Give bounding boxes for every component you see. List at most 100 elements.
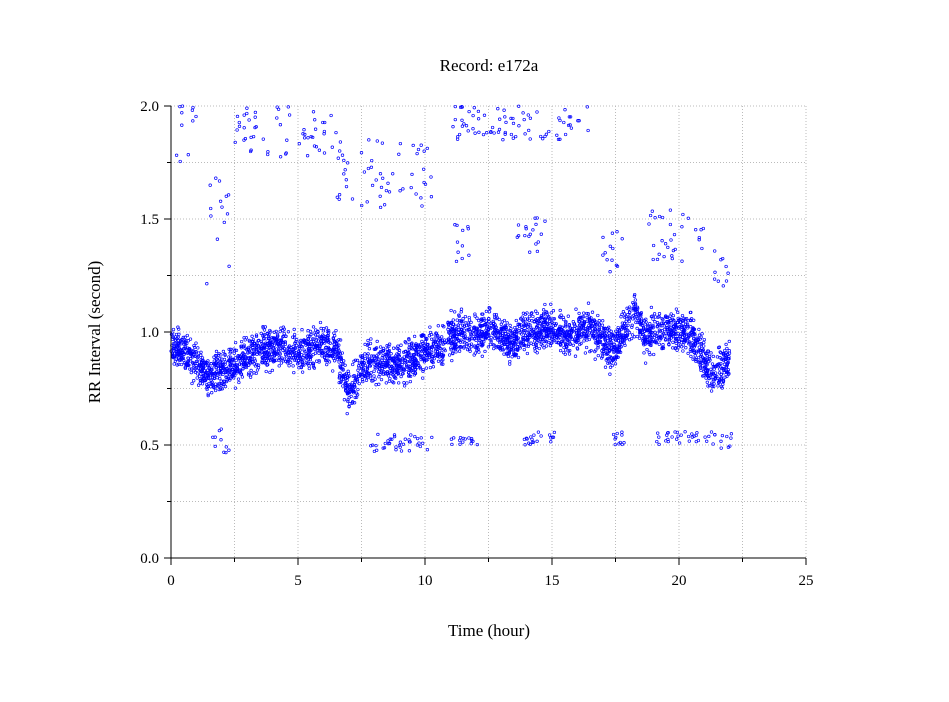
data-point xyxy=(270,368,275,373)
x-tick-label: 15 xyxy=(545,573,560,589)
data-point xyxy=(235,114,240,119)
data-point xyxy=(311,325,316,329)
data-point xyxy=(385,356,390,360)
data-point xyxy=(367,347,372,351)
data-point xyxy=(345,411,349,416)
data-point xyxy=(429,175,433,179)
data-point xyxy=(526,113,530,117)
data-point xyxy=(215,376,219,380)
data-point xyxy=(373,377,377,381)
y-axis-title: RR Interval (second) xyxy=(85,261,104,404)
data-point xyxy=(224,379,229,384)
data-point xyxy=(337,193,342,197)
data-point xyxy=(618,343,622,348)
data-point xyxy=(546,322,550,327)
data-point xyxy=(724,365,728,370)
data-point xyxy=(627,338,632,342)
data-point xyxy=(431,360,435,365)
data-point xyxy=(456,250,460,254)
data-point xyxy=(306,136,310,140)
data-point xyxy=(543,219,547,223)
data-point xyxy=(671,313,675,318)
data-point xyxy=(528,330,532,334)
data-point xyxy=(326,329,331,333)
data-point xyxy=(636,318,641,322)
data-point xyxy=(392,381,396,385)
data-point xyxy=(248,339,252,344)
data-point xyxy=(458,438,462,443)
data-point xyxy=(469,437,474,441)
data-point xyxy=(240,375,245,379)
data-point xyxy=(624,336,629,341)
data-point xyxy=(663,242,668,246)
data-point xyxy=(419,333,423,338)
data-point xyxy=(220,357,224,361)
data-point xyxy=(712,384,716,389)
data-point xyxy=(305,362,310,366)
data-point xyxy=(401,442,406,446)
data-point xyxy=(330,145,334,149)
data-point xyxy=(587,333,591,337)
data-point xyxy=(397,381,401,385)
data-point xyxy=(400,362,404,367)
data-point xyxy=(303,132,307,137)
data-point xyxy=(648,329,652,334)
data-point xyxy=(596,353,600,358)
data-point xyxy=(601,347,606,352)
data-point xyxy=(523,233,527,238)
data-point xyxy=(499,330,503,334)
data-point xyxy=(360,203,364,208)
data-point xyxy=(292,336,297,340)
data-point xyxy=(519,323,523,327)
data-point xyxy=(487,306,491,310)
data-point xyxy=(698,351,703,355)
data-point xyxy=(446,323,451,327)
data-point xyxy=(327,340,331,344)
data-point xyxy=(549,311,553,315)
data-point xyxy=(217,384,221,388)
data-point xyxy=(456,135,460,139)
data-point xyxy=(413,368,417,372)
data-point xyxy=(355,378,359,382)
data-point xyxy=(344,184,349,189)
data-point xyxy=(504,120,508,125)
data-point xyxy=(630,333,635,337)
data-point xyxy=(601,235,605,240)
data-point xyxy=(719,365,723,369)
data-point xyxy=(534,332,539,336)
data-point xyxy=(597,323,602,327)
data-point xyxy=(353,380,357,384)
data-point xyxy=(677,339,681,343)
data-point xyxy=(623,333,627,338)
data-point xyxy=(666,332,671,337)
data-point xyxy=(197,363,202,367)
data-point xyxy=(492,131,496,135)
data-point xyxy=(680,313,685,318)
data-point xyxy=(276,334,280,338)
data-point xyxy=(374,383,378,387)
data-point xyxy=(523,132,527,136)
data-point xyxy=(219,387,223,391)
data-point xyxy=(367,138,371,142)
data-point xyxy=(549,436,553,440)
data-point xyxy=(524,227,528,231)
data-point xyxy=(291,335,295,339)
data-point xyxy=(547,433,552,437)
data-point xyxy=(715,355,720,359)
data-point xyxy=(578,327,582,331)
data-point xyxy=(247,371,251,375)
data-point xyxy=(443,340,447,344)
data-point xyxy=(205,386,209,390)
data-point xyxy=(510,355,514,359)
data-point xyxy=(459,319,464,323)
data-point xyxy=(416,147,421,152)
data-point xyxy=(591,322,596,326)
data-point xyxy=(551,317,555,321)
data-point xyxy=(613,362,618,366)
data-point xyxy=(698,359,702,363)
data-point xyxy=(352,374,356,378)
data-point xyxy=(438,352,442,356)
data-point xyxy=(640,319,644,323)
data-point xyxy=(597,319,601,323)
data-point xyxy=(678,334,682,338)
